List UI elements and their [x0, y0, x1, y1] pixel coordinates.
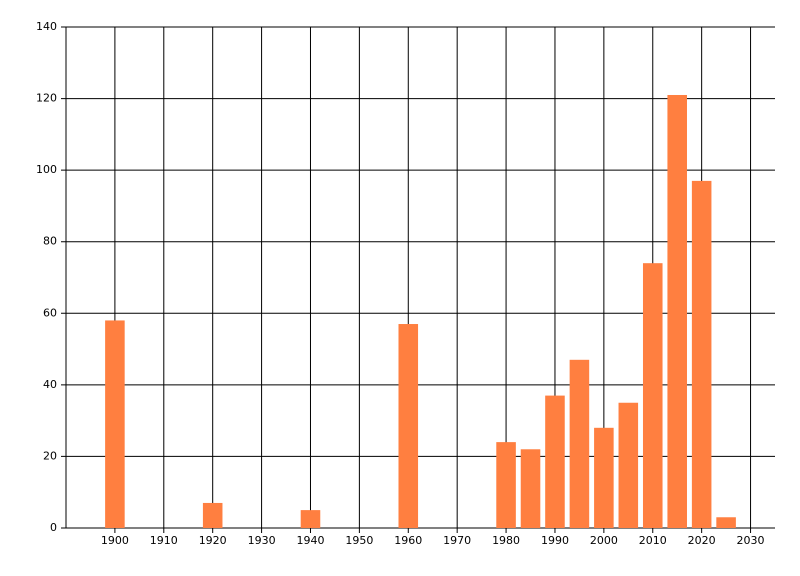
bar [545, 395, 565, 528]
bar [496, 442, 516, 528]
y-tick-label: 80 [43, 235, 57, 248]
x-tick-label: 1970 [443, 534, 471, 547]
bar [667, 94, 687, 528]
y-tick-label: 20 [43, 449, 57, 462]
bar [520, 449, 541, 528]
bar [105, 320, 125, 528]
y-tick-label: 60 [43, 306, 57, 319]
x-tick-label: 1910 [150, 534, 178, 547]
x-tick-label: 1930 [248, 534, 276, 547]
y-tick-label: 120 [36, 92, 57, 105]
y-tick-label: 100 [36, 163, 57, 176]
x-tick-label: 1980 [492, 534, 520, 547]
x-tick-label: 1920 [199, 534, 227, 547]
x-tick-label: 2020 [688, 534, 716, 547]
x-tick-label: 1950 [345, 534, 373, 547]
bar [398, 324, 419, 528]
bar [691, 180, 712, 528]
x-tick-label: 1960 [394, 534, 422, 547]
bar [594, 427, 614, 528]
bar [716, 517, 736, 528]
y-tick-label: 40 [43, 378, 57, 391]
y-tick-label: 0 [50, 521, 57, 534]
x-tick-label: 1900 [101, 534, 129, 547]
bar [642, 263, 663, 528]
x-tick-label: 1990 [541, 534, 569, 547]
x-tick-label: 2030 [737, 534, 765, 547]
bar [300, 510, 321, 528]
bar [618, 402, 639, 528]
x-tick-label: 2010 [639, 534, 667, 547]
x-tick-label: 2000 [590, 534, 618, 547]
bar [569, 359, 590, 528]
bar [202, 502, 223, 528]
x-tick-label: 1940 [296, 534, 324, 547]
y-tick-label: 140 [36, 20, 57, 33]
